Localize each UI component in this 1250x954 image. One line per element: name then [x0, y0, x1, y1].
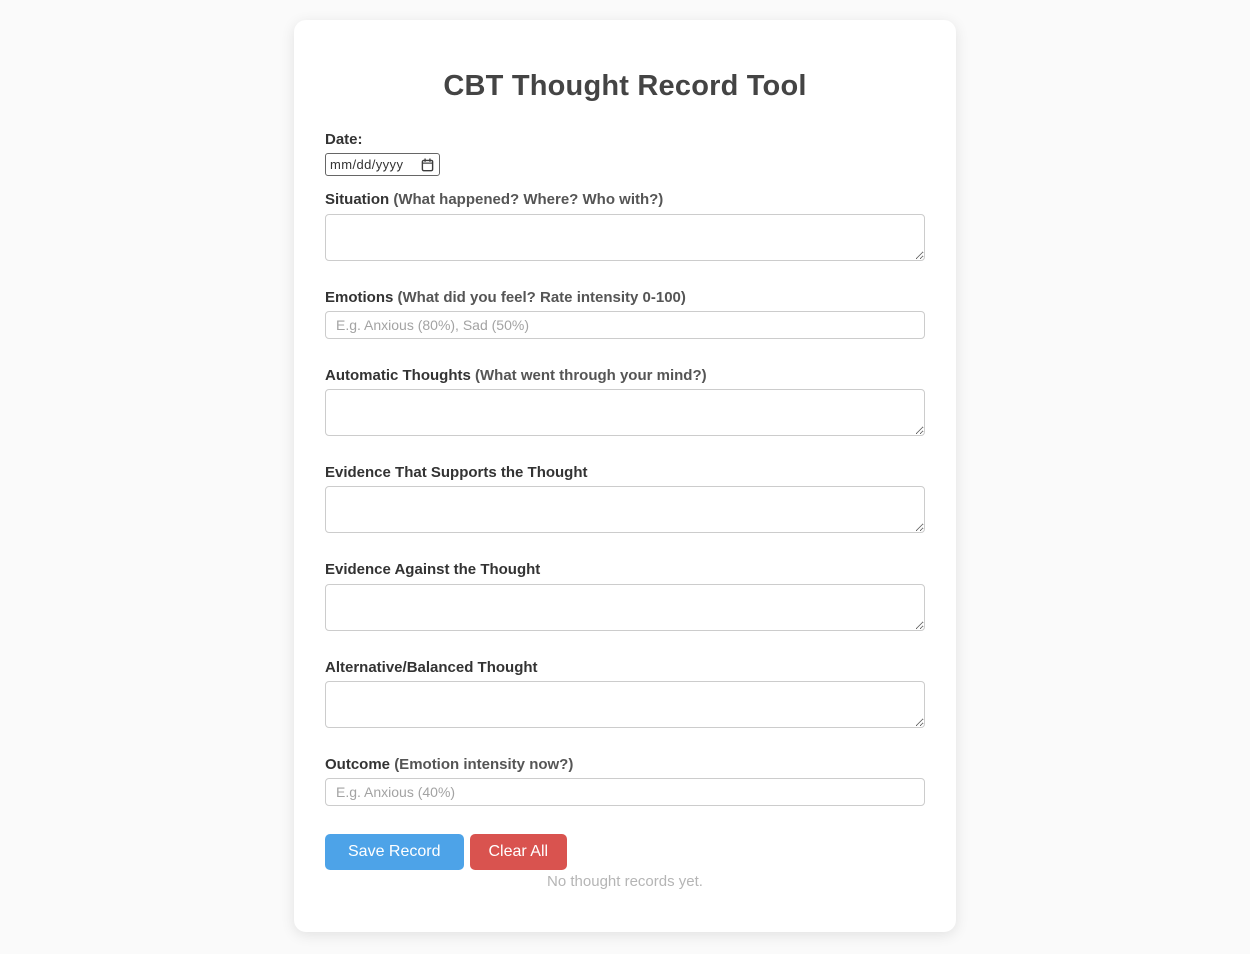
records-empty-message: No thought records yet. — [547, 873, 703, 890]
alternative-thought-textarea[interactable] — [325, 680, 925, 728]
alternative-thought-label-text: Alternative/Balanced Thought — [325, 658, 538, 676]
evidence-for-label-text: Evidence That Supports the Thought — [325, 464, 588, 481]
emotions-input[interactable] — [325, 310, 925, 339]
emotions-group: Emotions (What did you feel? Rate intens… — [325, 289, 925, 339]
outcome-input[interactable] — [325, 778, 925, 806]
situation-hint: (What happened? Where? Who with?) — [393, 191, 664, 209]
automatic-thoughts-group: Automatic Thoughts (What went through yo… — [325, 367, 925, 436]
emotions-label: Emotions (What did you feel? Rate intens… — [325, 289, 925, 306]
page-title: CBT Thought Record Tool — [443, 70, 807, 102]
outcome-hint: (Emotion intensity now?) — [394, 755, 574, 773]
automatic-thoughts-label-text: Automatic Thoughts — [325, 366, 471, 384]
situation-label-text: Situation — [325, 191, 390, 209]
calendar-icon[interactable] — [421, 158, 434, 172]
evidence-for-textarea[interactable] — [325, 486, 925, 534]
button-row: Save Record Clear All — [325, 834, 925, 870]
emotions-hint: (What did you feel? Rate intensity 0-100… — [397, 288, 686, 306]
automatic-thoughts-hint: (What went through your mind?) — [475, 366, 707, 384]
alternative-thought-label: Alternative/Balanced Thought — [325, 659, 925, 676]
evidence-against-label-text: Evidence Against the Thought — [325, 561, 541, 579]
outcome-label: Outcome (Emotion intensity now?) — [325, 756, 925, 773]
date-placeholder: mm/dd/yyyy — [330, 157, 404, 173]
date-group: Date: mm/dd/yyyy — [325, 131, 925, 177]
outcome-label-text: Outcome — [325, 755, 391, 773]
thought-record-card: CBT Thought Record Tool Date: mm/dd/yyyy… — [294, 20, 956, 932]
clear-all-button[interactable]: Clear All — [469, 834, 568, 870]
date-label: Date: — [325, 131, 363, 148]
automatic-thoughts-label: Automatic Thoughts (What went through yo… — [325, 367, 925, 384]
emotions-label-text: Emotions — [325, 288, 394, 306]
evidence-for-group: Evidence That Supports the Thought — [325, 464, 925, 534]
situation-textarea[interactable] — [325, 213, 925, 261]
evidence-for-label: Evidence That Supports the Thought — [325, 464, 925, 481]
outcome-group: Outcome (Emotion intensity now?) — [325, 756, 925, 806]
evidence-against-label: Evidence Against the Thought — [325, 561, 925, 578]
situation-group: Situation (What happened? Where? Who wit… — [325, 191, 925, 261]
automatic-thoughts-textarea[interactable] — [325, 389, 925, 436]
situation-label: Situation (What happened? Where? Who wit… — [325, 191, 925, 208]
alternative-thought-group: Alternative/Balanced Thought — [325, 659, 925, 728]
date-input[interactable]: mm/dd/yyyy — [325, 153, 440, 177]
evidence-against-group: Evidence Against the Thought — [325, 561, 925, 631]
evidence-against-textarea[interactable] — [325, 583, 925, 631]
save-record-button[interactable]: Save Record — [325, 834, 464, 870]
